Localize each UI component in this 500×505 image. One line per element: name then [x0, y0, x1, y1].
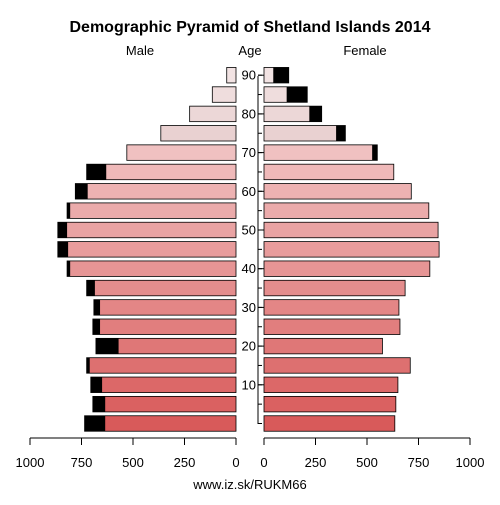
age-tick-label: 60 — [242, 184, 256, 199]
male-bar-85 — [211, 86, 237, 103]
female-bar-75 — [263, 125, 346, 142]
x-tick-left-label: 750 — [71, 455, 93, 470]
x-ticks-right: 0 250 500 750 1000 — [260, 438, 484, 470]
age-tick-label: 10 — [242, 377, 256, 392]
female-bar-20 — [263, 337, 383, 355]
male-excess-30 — [93, 299, 101, 316]
female-bar-15 — [263, 357, 411, 374]
female-bar-65 — [263, 163, 395, 181]
age-tick-label: 30 — [242, 300, 256, 315]
female-bar-40 — [263, 260, 431, 277]
male-excess-15 — [86, 357, 90, 374]
male-bar-50 — [57, 221, 237, 239]
female-bar-25 — [263, 318, 401, 335]
x-tick-right-label: 750 — [408, 455, 430, 470]
chart-title: Demographic Pyramid of Shetland Islands … — [70, 19, 431, 36]
male-excess-10 — [90, 377, 103, 393]
x-tick-left-label: 1000 — [16, 455, 45, 470]
male-excess-65 — [86, 164, 107, 180]
x-tick-left-label: 500 — [122, 455, 144, 470]
male-bar-60 — [74, 183, 237, 200]
male-bar-90 — [226, 67, 237, 84]
female-bar-50 — [263, 221, 439, 239]
female-excess-90 — [273, 67, 289, 83]
male-bar-40 — [66, 260, 237, 277]
male-excess-5 — [92, 396, 106, 412]
male-bar-35 — [86, 279, 237, 297]
age-ticks: 10 20 30 40 50 60 70 80 90 — [242, 68, 264, 424]
female-bar-55 — [263, 202, 430, 219]
male-excess-40 — [67, 260, 71, 277]
male-excess-20 — [95, 338, 119, 354]
male-excess-45 — [57, 241, 69, 258]
female-bar-5 — [263, 395, 397, 413]
male-bar-80 — [189, 105, 237, 123]
age-tick-label: 80 — [242, 106, 256, 121]
female-bar-60 — [263, 183, 412, 200]
female-excess-75 — [336, 125, 346, 141]
age-tick-label: 50 — [242, 223, 256, 238]
female-excess-85 — [286, 86, 308, 103]
male-excess-50 — [57, 222, 68, 238]
x-tick-left-label: 250 — [174, 455, 196, 470]
x-tick-right-label: 250 — [305, 455, 327, 470]
male-bar-45 — [57, 241, 237, 258]
male-bar-55 — [66, 202, 237, 219]
female-bar-70 — [263, 144, 378, 161]
male-bar-15 — [86, 357, 237, 374]
female-label: Female — [343, 43, 386, 58]
male-label: Male — [126, 43, 154, 58]
x-tick-right-label: 1000 — [456, 455, 485, 470]
male-bar-25 — [92, 318, 237, 335]
male-bar-70 — [126, 144, 237, 161]
age-tick-label: 70 — [242, 145, 256, 160]
x-tick-right-label: 500 — [356, 455, 378, 470]
female-bar-30 — [263, 299, 400, 316]
female-excess-80 — [309, 106, 322, 122]
male-excess-35 — [86, 280, 95, 296]
x-tick-right-label: 0 — [260, 455, 267, 470]
source-footer: www.iz.sk/RUKM66 — [192, 477, 306, 492]
female-bar-45 — [263, 241, 440, 258]
female-bar-10 — [263, 376, 399, 393]
male-bar-5 — [92, 395, 237, 413]
age-tick-label: 20 — [242, 339, 256, 354]
age-tick-label: 90 — [242, 68, 256, 83]
male-bar-10 — [90, 376, 237, 393]
male-bar-75 — [160, 125, 237, 142]
male-bars — [57, 67, 237, 432]
female-bar-0 — [263, 415, 396, 432]
male-excess-60 — [75, 183, 88, 200]
male-excess-25 — [92, 319, 101, 335]
age-tick-label: 40 — [242, 261, 256, 276]
male-bar-0 — [84, 415, 237, 432]
female-bar-35 — [263, 279, 406, 297]
age-label: Age — [238, 43, 261, 58]
male-excess-0 — [84, 415, 106, 432]
female-excess-70 — [372, 144, 378, 161]
x-ticks-left: 0 250 500 750 1000 — [16, 438, 240, 470]
x-tick-left-label: 0 — [232, 455, 239, 470]
male-bar-65 — [86, 163, 237, 181]
female-bars — [263, 67, 440, 432]
male-bar-30 — [93, 299, 237, 316]
male-excess-55 — [67, 202, 71, 219]
